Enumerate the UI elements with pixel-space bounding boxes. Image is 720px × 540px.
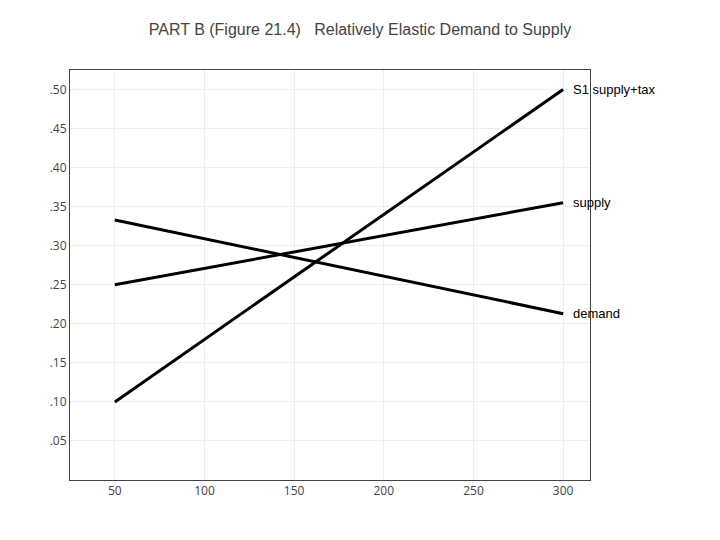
svg-text:.10: .10 <box>50 393 67 410</box>
svg-text:S1 supply+tax: S1 supply+tax <box>573 82 656 97</box>
svg-text:50: 50 <box>108 482 122 499</box>
svg-text:.20: .20 <box>50 315 67 332</box>
svg-text:PART B (Figure 21.4) Relativ: PART B (Figure 21.4) Relatively Elastic … <box>149 21 571 38</box>
svg-text:demand: demand <box>573 306 620 321</box>
svg-text:supply: supply <box>573 195 611 210</box>
svg-text:.45: .45 <box>50 120 67 137</box>
svg-text:.40: .40 <box>50 159 67 176</box>
svg-text:300: 300 <box>553 482 574 499</box>
svg-text:.05: .05 <box>50 432 67 449</box>
svg-text:.30: .30 <box>50 237 67 254</box>
svg-text:250: 250 <box>463 482 484 499</box>
svg-text:.35: .35 <box>50 198 67 215</box>
svg-text:100: 100 <box>194 482 215 499</box>
svg-text:.50: .50 <box>50 81 67 98</box>
svg-text:.15: .15 <box>50 354 67 371</box>
svg-text:200: 200 <box>373 482 394 499</box>
svg-text:150: 150 <box>284 482 305 499</box>
svg-text:.25: .25 <box>50 276 67 293</box>
